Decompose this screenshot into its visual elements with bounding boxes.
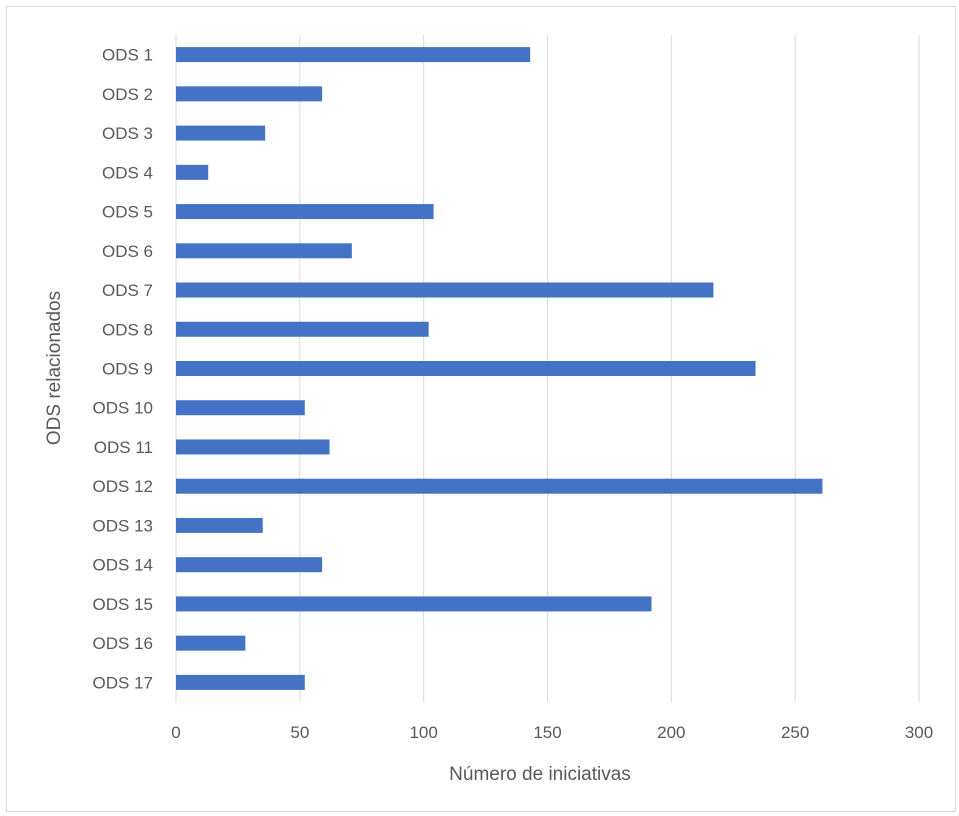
- x-axis-title: Número de iniciativas: [449, 764, 631, 785]
- chart-frame: ODS 1 ODS 2 ODS 3 ODS 4 ODS 5 ODS 6 ODS 7 ODS 8…: [6, 6, 956, 812]
- x-tick-label: 50: [290, 723, 309, 742]
- category-label: ODS 11: [94, 438, 153, 457]
- category-label: ODS 2: [102, 85, 153, 104]
- x-tick-label: 250: [781, 723, 809, 742]
- x-tick-label: 0: [171, 723, 180, 742]
- bar-ods-1: [176, 47, 531, 63]
- bar-ods-14: [176, 557, 323, 573]
- category-label: ODS 5: [102, 203, 153, 222]
- category-label: ODS 6: [102, 242, 153, 261]
- x-tick-label: 200: [657, 723, 685, 742]
- x-tick-label: 300: [905, 723, 933, 742]
- y-axis-title: ODS relacionados: [44, 291, 65, 445]
- category-label: ODS 13: [93, 516, 153, 535]
- bar-ods-6: [176, 243, 352, 259]
- category-label: ODS 3: [102, 124, 153, 143]
- bar-chart: ODS 1 ODS 2 ODS 3 ODS 4 ODS 5 ODS 6 ODS 7 ODS 8…: [44, 35, 933, 785]
- bar-ods-7: [176, 282, 714, 298]
- bar-ods-16: [176, 635, 246, 651]
- category-label: ODS 7: [102, 281, 153, 300]
- bar-ods-13: [176, 517, 263, 533]
- bar-ods-5: [176, 204, 434, 220]
- category-label: ODS 1: [102, 46, 153, 65]
- category-label: ODS 15: [93, 595, 153, 614]
- category-label: ODS 17: [93, 673, 153, 692]
- category-label: ODS 10: [93, 399, 153, 418]
- bar-ods-12: [176, 478, 823, 494]
- bar-ods-10: [176, 400, 305, 416]
- bar-ods-15: [176, 596, 652, 612]
- category-label: ODS 14: [93, 556, 153, 575]
- bar-ods-2: [176, 86, 323, 102]
- x-tick-label: 100: [409, 723, 437, 742]
- bar-ods-8: [176, 321, 429, 337]
- category-label: ODS 8: [102, 320, 153, 339]
- category-label: ODS 16: [93, 634, 153, 653]
- bar-ods-4: [176, 164, 209, 180]
- bar-ods-9: [176, 361, 756, 376]
- x-tick-label: 150: [533, 723, 561, 742]
- bars: [176, 47, 823, 690]
- category-labels: ODS 1 ODS 2 ODS 3 ODS 4 ODS 5 ODS 6 ODS 7 ODS 8…: [93, 46, 153, 693]
- category-label: ODS 9: [102, 360, 153, 379]
- category-label: ODS 4: [102, 163, 153, 182]
- x-tick-labels: 0 50 100 150 200 250 300: [171, 723, 933, 742]
- bar-ods-11: [176, 439, 330, 455]
- bar-ods-3: [176, 125, 266, 141]
- category-label: ODS 12: [93, 477, 153, 496]
- bar-ods-17: [176, 674, 305, 690]
